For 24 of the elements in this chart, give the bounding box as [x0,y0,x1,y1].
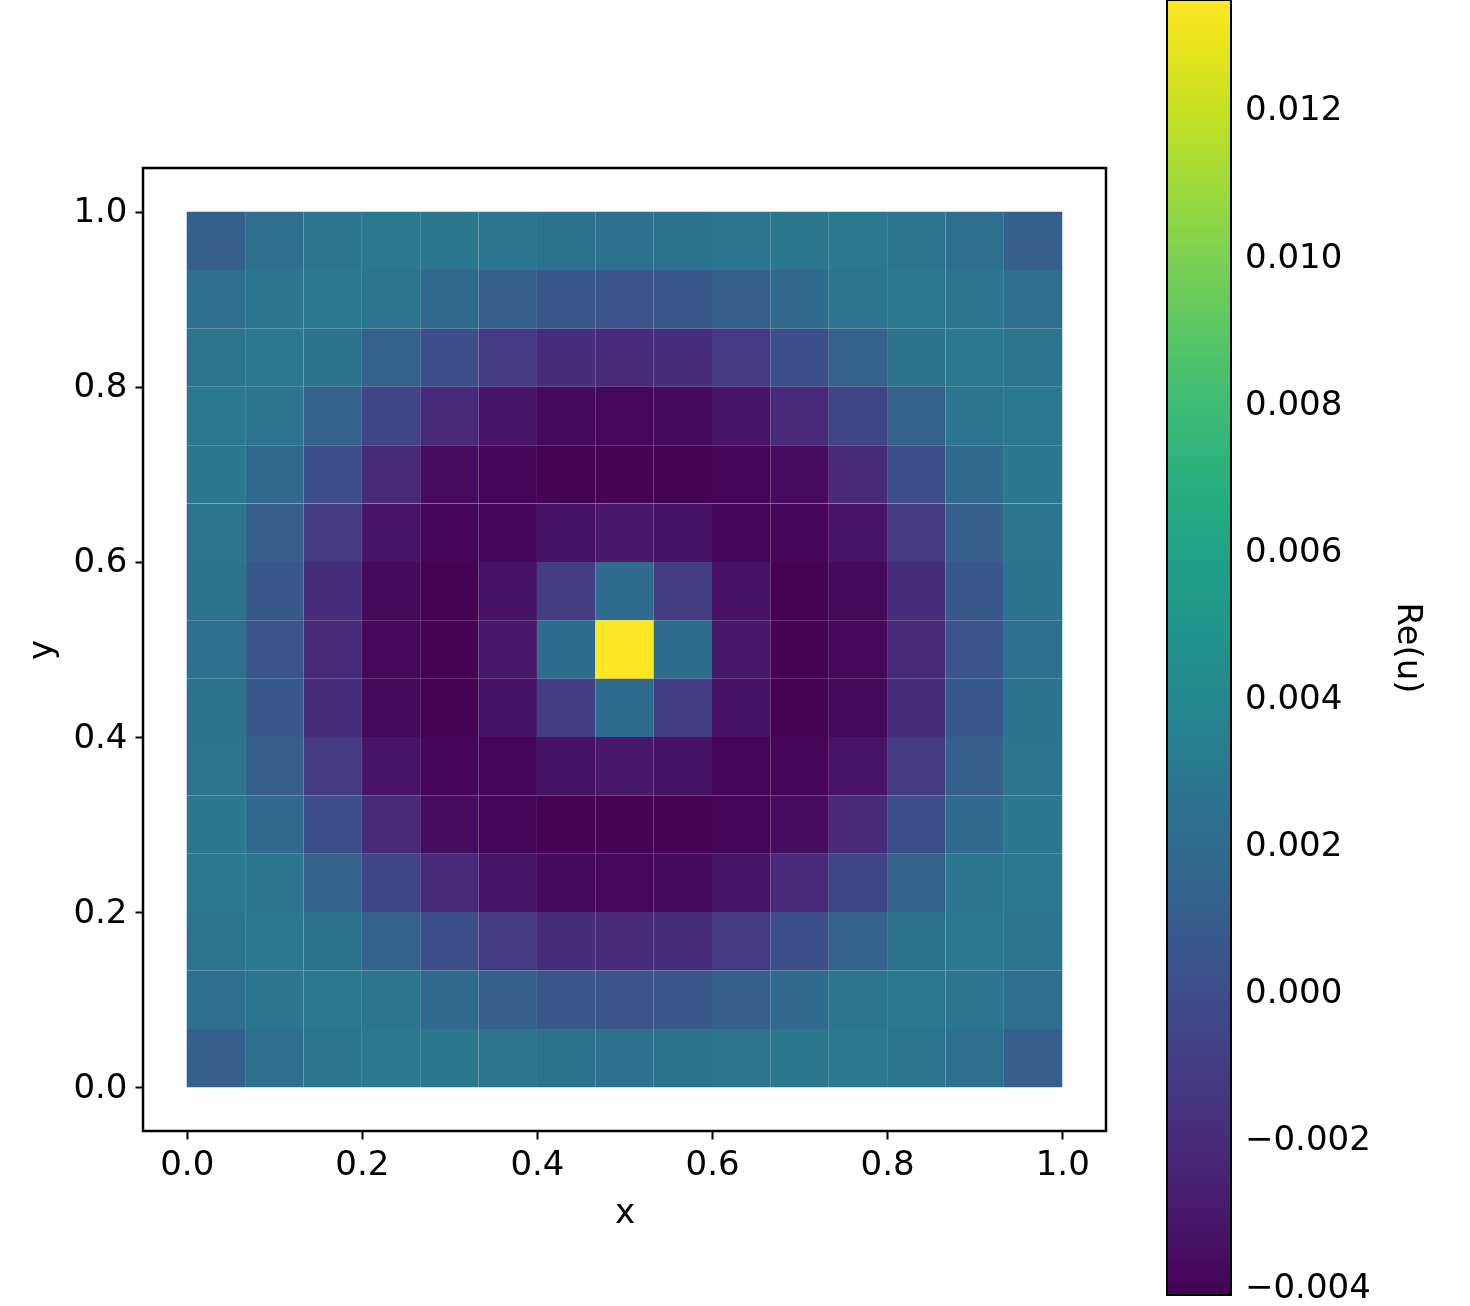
color-bar-label: −0.004 [1245,1265,1371,1306]
color-bar-label: 0.006 [1245,529,1343,570]
color-bar-label: −0.002 [1245,1118,1371,1159]
x-tick-label: 0.4 [510,1142,565,1183]
color-bar-label: 0.004 [1245,677,1343,718]
x-tick-label: 1.0 [1035,1142,1090,1183]
color-bar-label: 0.002 [1245,824,1343,865]
x-axis-title: x [614,1190,636,1231]
x-tick-label: 0.8 [860,1142,915,1183]
color-bar-label: 0.000 [1245,971,1343,1012]
y-tick-label: 0.4 [73,715,128,756]
x-tick-label: 0.0 [160,1142,215,1183]
x-tick-label: 0.2 [335,1142,390,1183]
color-bar-label: 0.012 [1245,88,1343,129]
y-tick-label: 0.2 [73,890,128,931]
y-axis-title: y [20,639,61,661]
y-tick-label: 1.0 [73,190,128,231]
color-bar-label: 0.008 [1245,382,1343,423]
color-bar-label: 0.010 [1245,235,1343,276]
x-tick-label: 0.6 [685,1142,740,1183]
color-bar-title: Re(u) [1390,602,1430,694]
y-tick-label: 0.0 [73,1065,128,1106]
y-tick-label: 0.6 [73,540,128,581]
y-tick-label: 0.8 [73,365,128,406]
